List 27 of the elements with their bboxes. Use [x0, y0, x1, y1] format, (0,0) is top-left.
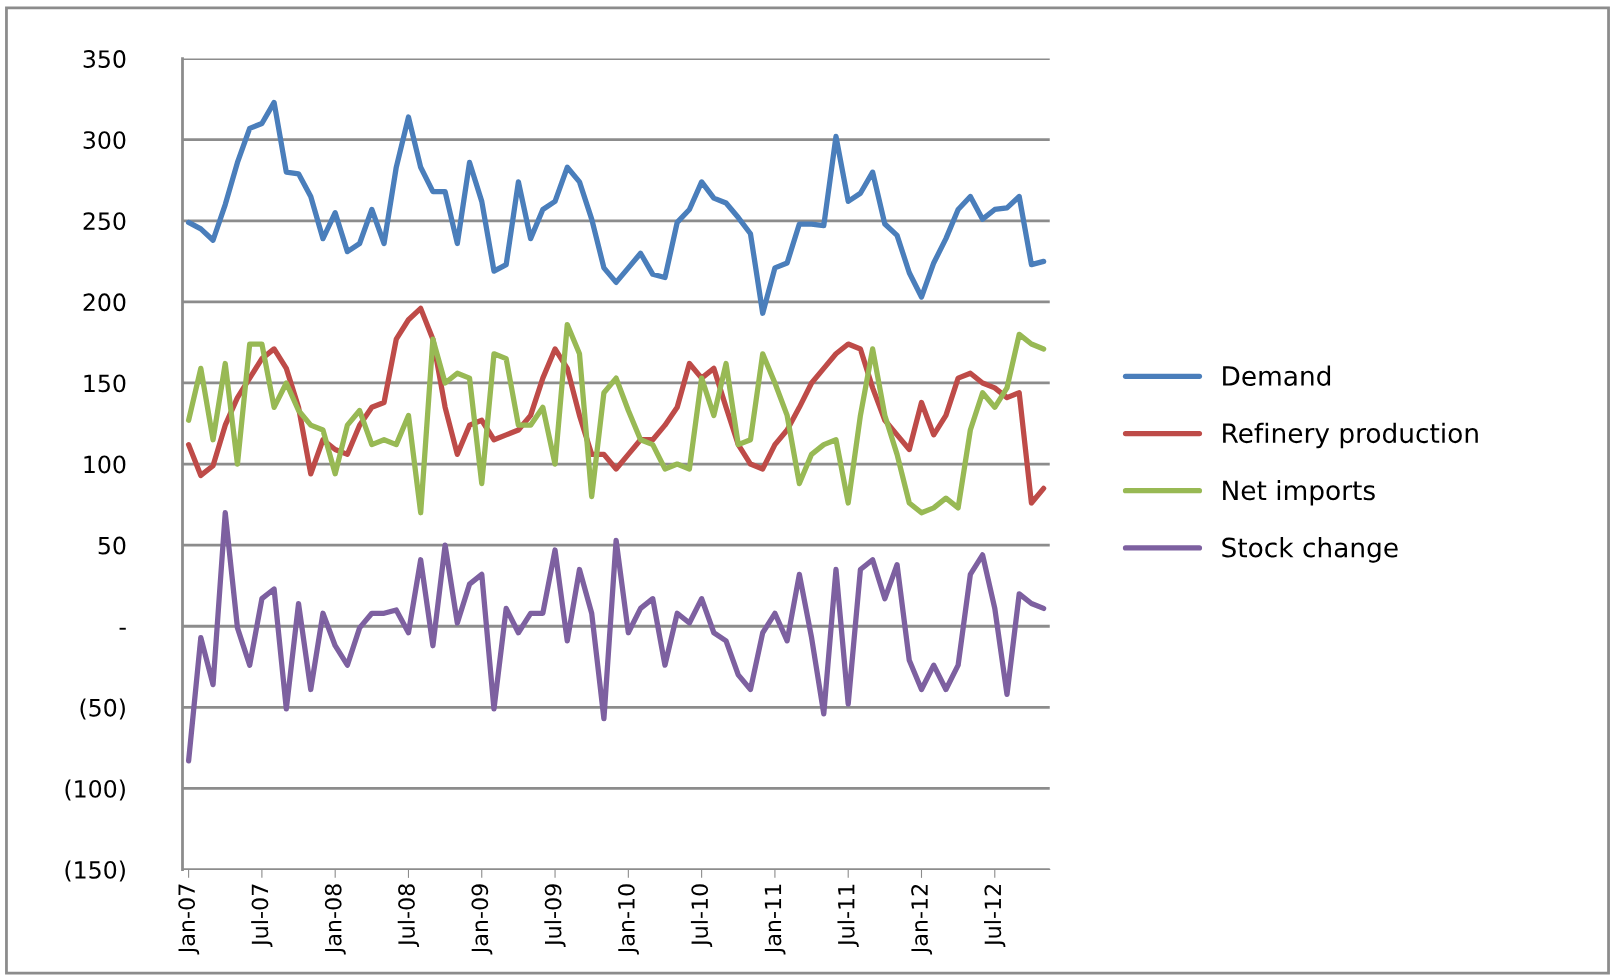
x-tick-label: Jan-08: [324, 884, 346, 955]
y-tick-label: (100): [65, 779, 125, 801]
x-tick-label: Jan-11: [764, 884, 786, 955]
x-tick-label: Jul-11: [837, 884, 859, 947]
x-tick-label: Jan-10: [617, 884, 639, 955]
y-tick-label: 50: [98, 536, 126, 555]
legend-label: Stock change: [1222, 537, 1398, 563]
x-tick-label: Jan-07: [178, 884, 200, 955]
x-tick-label: Jul-07: [251, 884, 273, 947]
legend-label: Refinery production: [1223, 422, 1478, 449]
y-tick-label: (50): [80, 698, 125, 720]
y-tick-label: 200: [83, 293, 126, 312]
y-tick-label: 150: [84, 374, 126, 393]
x-tick-label: Jul-08: [397, 884, 420, 947]
y-tick-label: 350: [83, 50, 126, 68]
y-tick-label: 300: [83, 131, 126, 150]
y-tick-label: -: [119, 627, 126, 630]
x-tick-label: Jan-12: [911, 884, 933, 955]
x-tick-label: Jul-10: [690, 884, 713, 947]
y-tick-label: 250: [83, 212, 126, 231]
legend-label: Demand: [1223, 365, 1331, 386]
x-tick-label: Jul-12: [984, 884, 1006, 947]
y-tick-label: (150): [65, 860, 125, 882]
legend-label: Net imports: [1223, 479, 1375, 506]
x-tick-label: Jan-09: [471, 884, 493, 955]
y-tick-label: 100: [84, 455, 126, 474]
x-tick-label: Jul-09: [544, 884, 566, 947]
